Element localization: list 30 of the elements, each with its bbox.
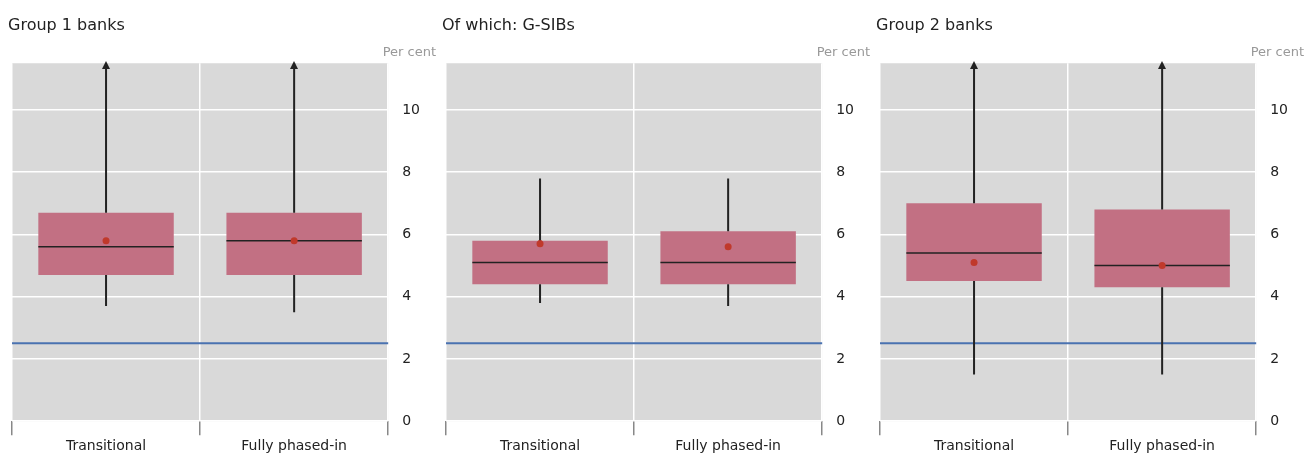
- y-tick-label: 0: [836, 411, 846, 428]
- chart-title: Group 2 banks: [876, 14, 993, 34]
- x-tick-label: Fully phased-in: [241, 437, 347, 454]
- x-tick-label: Transitional: [932, 437, 1015, 454]
- y-tick-label: 0: [402, 411, 412, 428]
- y-tick-label: 10: [402, 100, 421, 117]
- y-tick-label: 4: [402, 287, 412, 304]
- y-axis-title: Per cent: [382, 44, 436, 60]
- x-tick-label: Fully phased-in: [1109, 437, 1215, 454]
- x-tick-label: Fully phased-in: [675, 437, 781, 454]
- y-tick-label: 10: [1270, 100, 1289, 117]
- y-tick-label: 0: [1270, 411, 1280, 428]
- chart-title: Of which: G-SIBs: [442, 14, 575, 34]
- chart-title: Group 1 banks: [8, 14, 125, 34]
- y-tick-label: 8: [1270, 162, 1280, 179]
- y-tick-label: 10: [836, 100, 855, 117]
- y-axis-title: Per cent: [816, 44, 870, 60]
- x-tick-label: Transitional: [498, 437, 581, 454]
- y-tick-label: 8: [836, 162, 846, 179]
- y-tick-label: 6: [402, 225, 412, 242]
- y-tick-label: 8: [402, 162, 412, 179]
- y-tick-label: 6: [1270, 225, 1280, 242]
- x-tick-label: Transitional: [64, 437, 147, 454]
- y-tick-label: 2: [836, 349, 846, 366]
- y-tick-label: 2: [1270, 349, 1280, 366]
- y-tick-label: 2: [402, 349, 412, 366]
- y-tick-label: 4: [836, 287, 846, 304]
- y-axis-title: Per cent: [1250, 44, 1304, 60]
- y-tick-label: 6: [836, 225, 846, 242]
- y-tick-label: 4: [1270, 287, 1280, 304]
